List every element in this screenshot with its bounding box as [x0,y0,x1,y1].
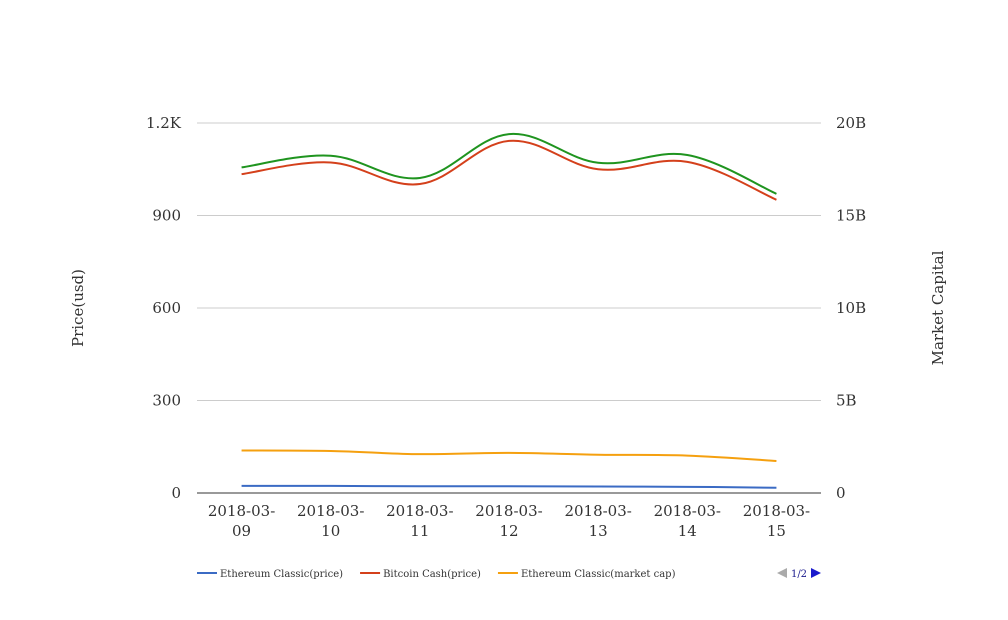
left-tick-label: 900 [152,207,181,225]
legend-label: Ethereum Classic(market cap) [521,569,676,580]
x-tick-label: 2018-03-12 [475,502,542,540]
left-tick-label: 0 [171,484,181,502]
legend-pager: 1/2 [777,568,821,580]
left-axis-title: Price(usd) [69,269,87,347]
x-tick-label: 2018-03-10 [297,502,364,540]
x-tick-label: 2018-03-11 [386,502,453,540]
series-line-1 [241,139,777,201]
right-axis-ticks: 0 5B 10B 15B 20B [836,114,866,502]
series-line-2 [241,449,777,462]
series-lines [241,133,777,489]
legend-item[interactable]: Ethereum Classic(price) [197,569,343,580]
right-axis-title: Market Capital [929,250,947,365]
legend-item[interactable]: Bitcoin Cash(price) [360,569,481,580]
right-tick-label: 0 [836,484,846,502]
x-tick-label: 2018-03-14 [654,502,721,540]
legend-label: Ethereum Classic(price) [220,569,343,580]
x-tick-label: 2018-03-13 [564,502,631,540]
left-tick-label: 1.2K [146,114,182,132]
x-tick-label: 2018-03-15 [743,502,810,540]
left-tick-label: 300 [152,392,181,410]
legend-label: Bitcoin Cash(price) [383,569,481,580]
right-tick-label: 20B [836,114,866,132]
x-axis-ticks: 2018-03-09 2018-03-10 2018-03-11 2018-03-12… [208,502,810,540]
right-tick-label: 10B [836,299,866,317]
right-tick-label: 5B [836,392,857,410]
left-axis-ticks: 0 300 600 900 1.2K [146,114,182,502]
series-line-0 [241,484,777,489]
triangle-left-icon[interactable] [777,568,787,578]
legend-pager-label: 1/2 [791,569,807,580]
legend-item[interactable]: Ethereum Classic(market cap) [497,569,676,580]
triangle-right-icon[interactable] [811,568,821,578]
x-tick-label: 2018-03-09 [208,502,275,540]
legend: Ethereum Classic(price) Bitcoin Cash(pric… [197,569,676,580]
series-line-3 [241,133,777,195]
right-tick-label: 15B [836,207,866,225]
left-tick-label: 600 [152,299,181,317]
grid-lines [197,122,821,494]
